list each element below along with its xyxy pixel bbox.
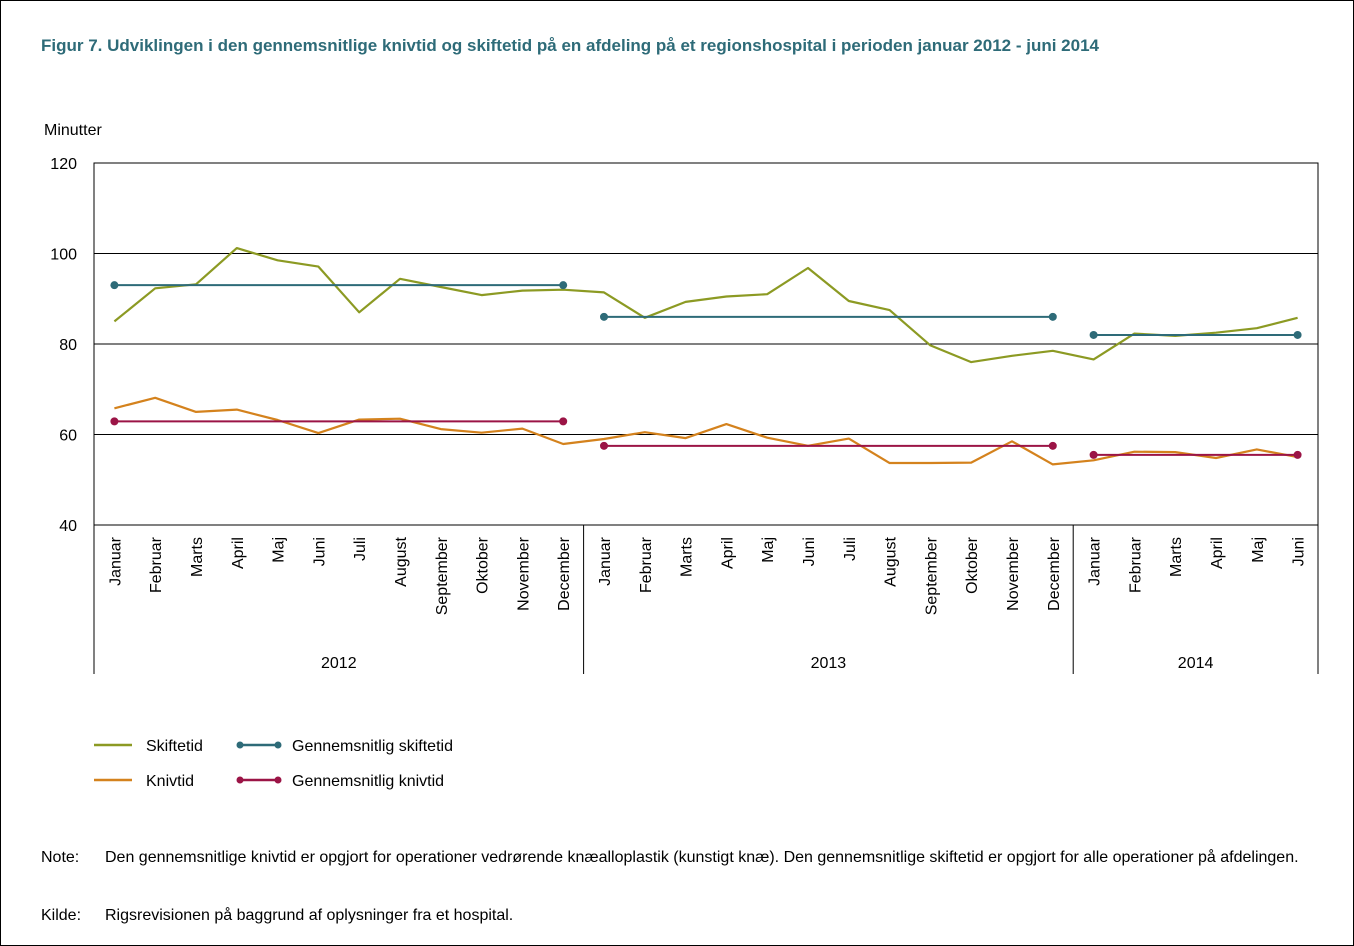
group-label: 2014 — [1178, 655, 1214, 672]
average-marker — [1089, 330, 1098, 339]
x-tick-label: Juli — [842, 537, 859, 561]
x-tick-label: August — [393, 536, 410, 586]
average-marker — [1293, 450, 1302, 459]
x-tick-label: April — [719, 537, 736, 569]
average-marker — [1048, 441, 1057, 450]
x-tick-label: Maj — [760, 537, 777, 563]
average-marker — [1089, 450, 1098, 459]
chart-title: Figur 7. Udviklingen i den gennemsnitlig… — [41, 36, 1099, 55]
average-marker — [1048, 312, 1057, 321]
x-tick-label: Februar — [1127, 536, 1144, 593]
group-label: 2013 — [811, 655, 847, 672]
y-tick-label: 100 — [50, 247, 77, 264]
y-axis-label: Minutter — [44, 122, 102, 139]
y-tick-label: 120 — [50, 156, 77, 173]
average-marker — [110, 417, 119, 426]
x-tick-label: Juni — [801, 537, 818, 566]
legend-marker — [274, 741, 282, 749]
x-tick-label: Maj — [271, 537, 288, 563]
x-tick-label: Juni — [311, 537, 328, 566]
average-marker — [600, 312, 608, 321]
series-line-skiftetid — [113, 247, 1298, 364]
x-tick-label: Oktober — [964, 536, 981, 594]
x-tick-label: Juli — [352, 537, 369, 561]
x-tick-label: December — [556, 536, 573, 610]
x-tick-label: Februar — [638, 536, 655, 593]
x-tick-label: Marts — [1168, 537, 1185, 577]
legend-label: Gennemsnitlig knivtid — [292, 773, 444, 790]
average-marker — [1293, 330, 1302, 339]
x-tick-label: Oktober — [475, 536, 492, 594]
average-marker — [600, 441, 608, 450]
x-tick-label: November — [515, 536, 532, 610]
x-tick-label: April — [230, 537, 247, 569]
series-line-knivtid — [114, 396, 1298, 466]
x-tick-label: Januar — [1087, 536, 1104, 586]
x-tick-label: September — [923, 536, 940, 615]
legend-marker — [236, 776, 244, 784]
source-label: Kilde: — [41, 907, 82, 924]
y-tick-label: 80 — [59, 337, 77, 354]
x-tick-label: November — [1005, 536, 1022, 610]
x-tick-label: August — [883, 536, 900, 586]
x-tick-label: April — [1209, 537, 1226, 569]
legend-marker — [236, 741, 244, 749]
x-tick-label: December — [1046, 536, 1063, 610]
x-tick-label: Marts — [679, 537, 696, 577]
legend-marker — [274, 776, 282, 784]
x-tick-label: Maj — [1250, 537, 1267, 563]
x-tick-label: Juni — [1291, 537, 1308, 566]
average-marker — [559, 281, 568, 290]
x-tick-label: Januar — [107, 536, 124, 586]
y-tick-label: 40 — [59, 518, 77, 535]
x-tick-label: Februar — [148, 536, 165, 593]
source-text: Rigsrevisionen på baggrund af oplysninge… — [105, 907, 514, 924]
x-tick-label: September — [434, 536, 451, 615]
legend-label: Gennemsnitlig skiftetid — [292, 738, 453, 755]
y-tick-label: 60 — [59, 428, 77, 445]
group-label: 2012 — [321, 655, 357, 672]
average-marker — [110, 281, 119, 290]
note-text: Den gennemsnitlige knivtid er opgjort fo… — [105, 849, 1299, 866]
x-tick-label: Marts — [189, 537, 206, 577]
average-marker — [559, 417, 568, 426]
note-label: Note: — [41, 849, 80, 866]
plot-area-border — [93, 162, 1319, 526]
legend-label: Skiftetid — [146, 738, 203, 755]
legend-label: Knivtid — [146, 773, 194, 790]
x-tick-label: Januar — [597, 536, 614, 586]
